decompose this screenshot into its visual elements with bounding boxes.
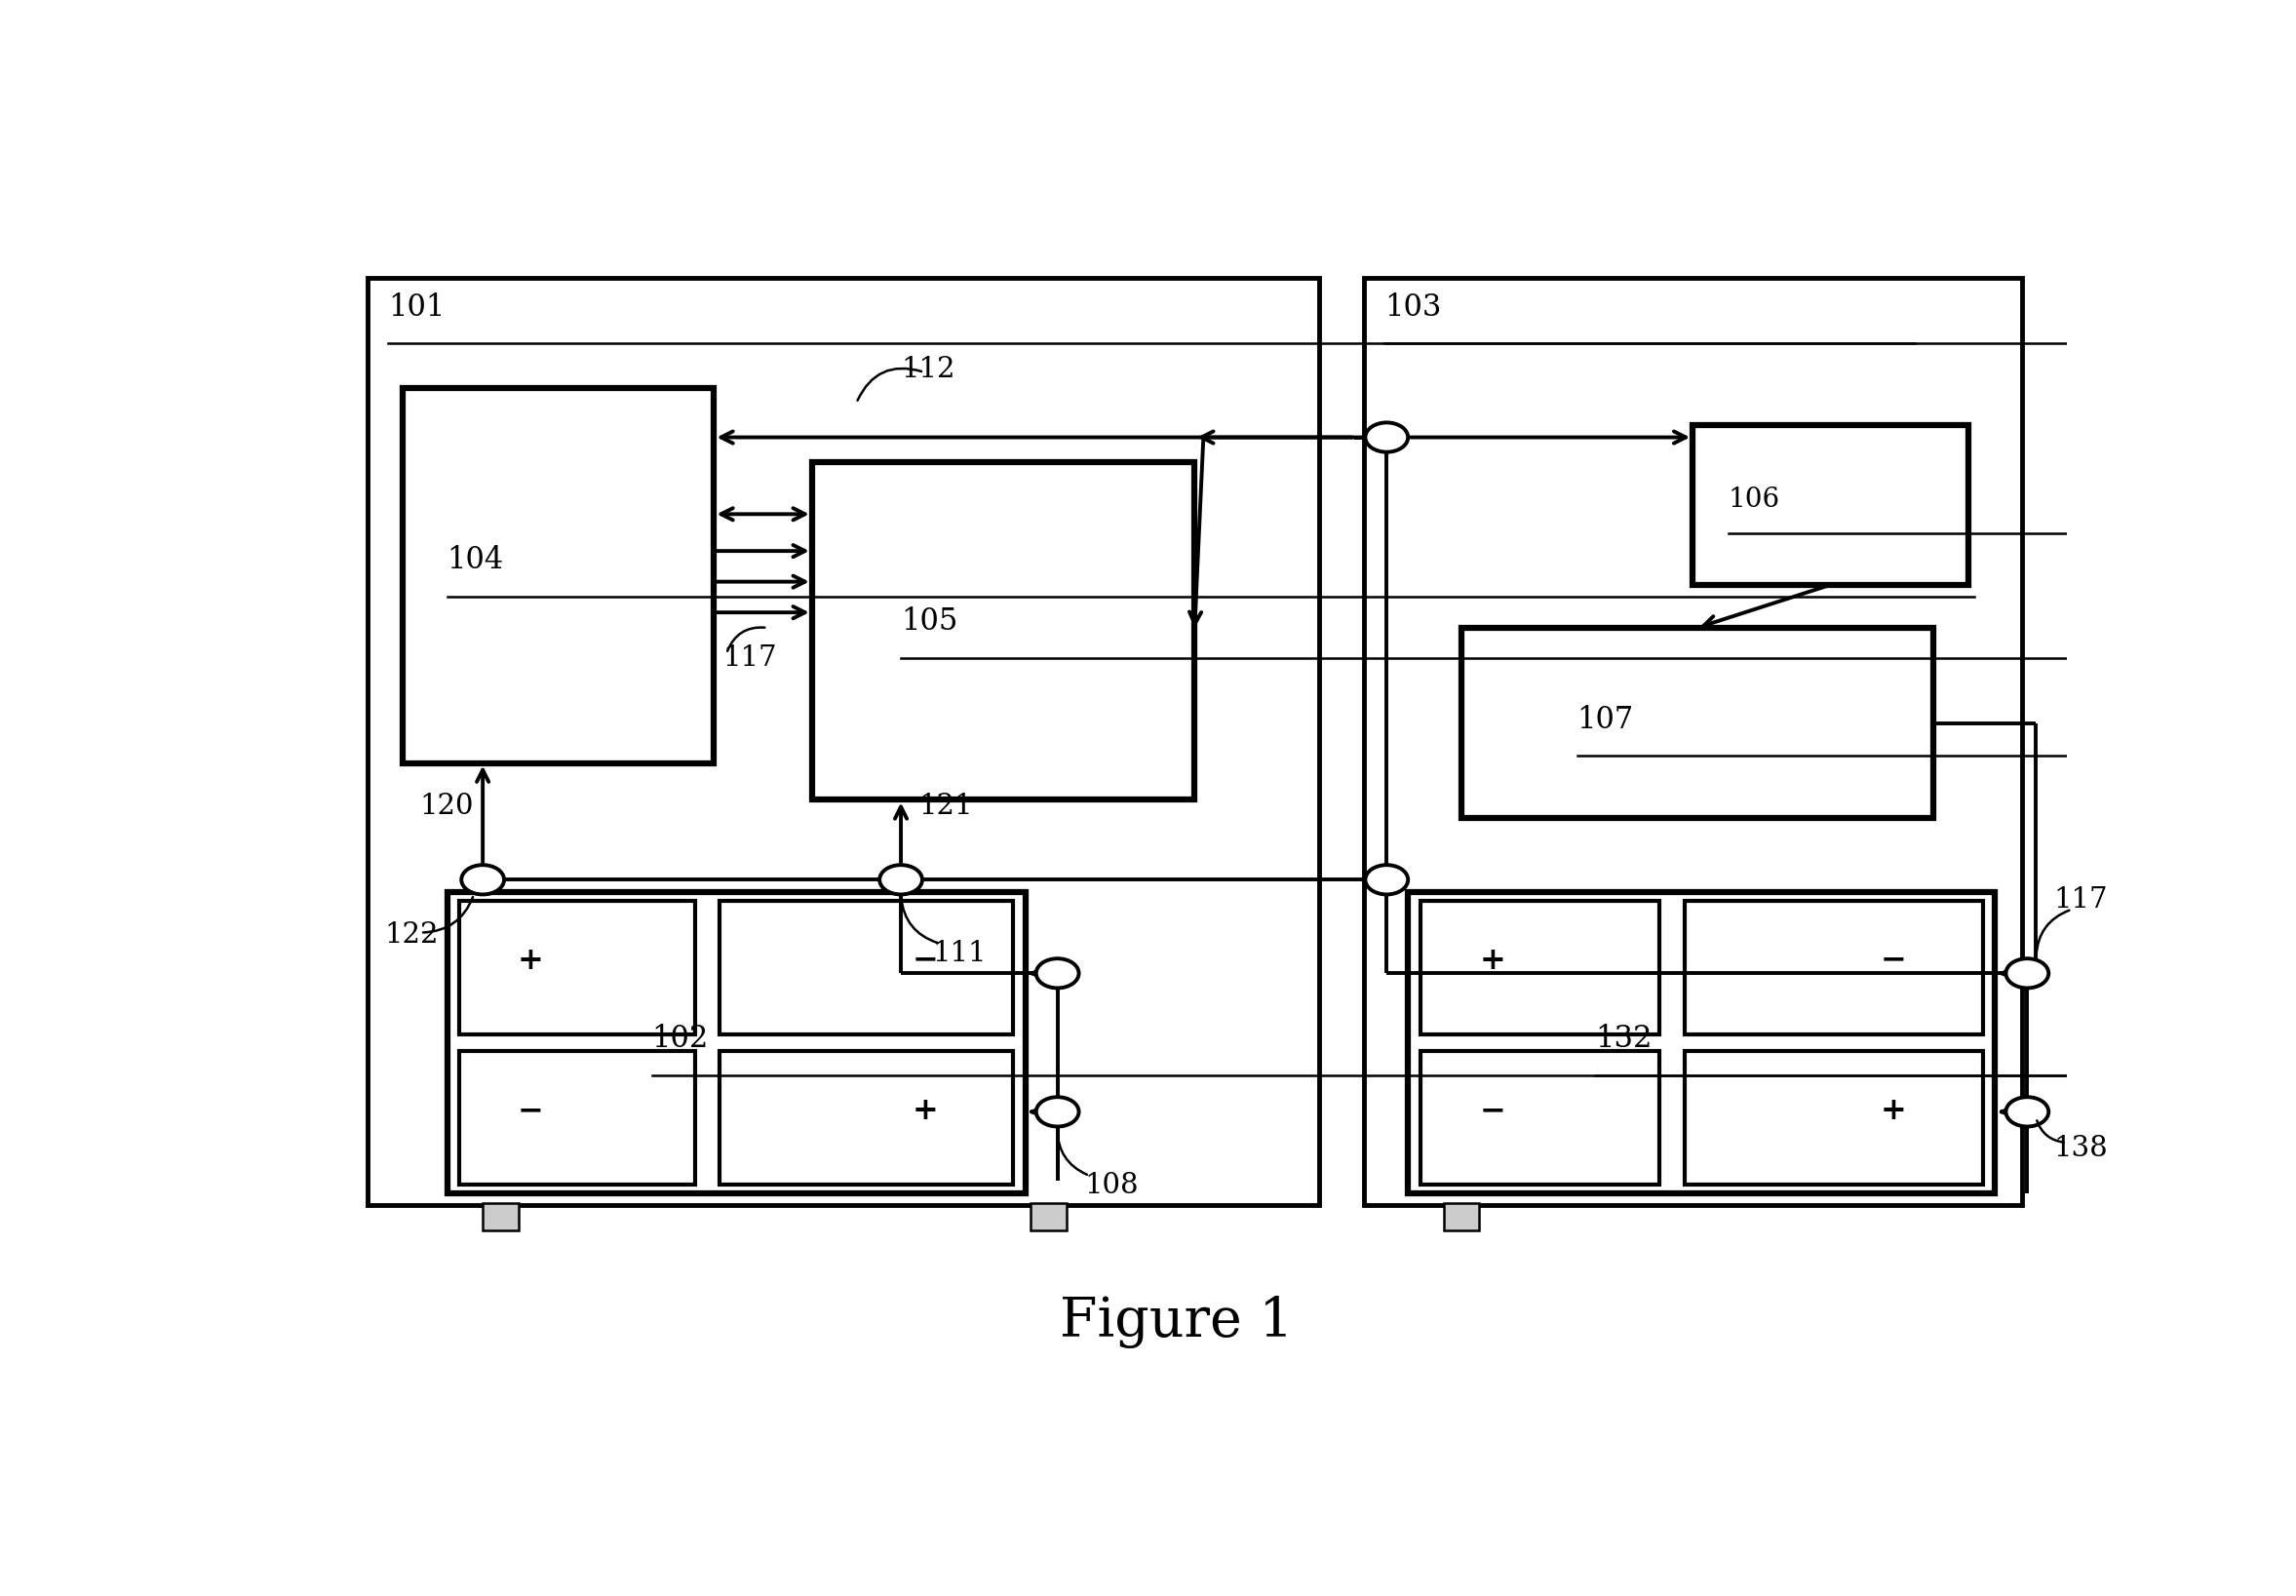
- Text: 122: 122: [386, 921, 439, 948]
- Text: 112: 112: [900, 356, 955, 383]
- Text: Figure 1: Figure 1: [1061, 1296, 1293, 1349]
- Text: 132: 132: [1596, 1025, 1651, 1055]
- Bar: [459, 1052, 696, 1184]
- Bar: [1364, 278, 2023, 1205]
- Text: 106: 106: [1729, 487, 1779, 512]
- Bar: [1407, 892, 1995, 1194]
- Bar: [448, 892, 1026, 1194]
- Circle shape: [1366, 423, 1407, 452]
- Circle shape: [461, 865, 505, 894]
- Text: −: −: [1880, 945, 1906, 975]
- Text: −: −: [517, 1096, 544, 1127]
- Text: 120: 120: [420, 792, 473, 820]
- Text: 104: 104: [448, 544, 503, 575]
- Text: 121: 121: [918, 792, 974, 820]
- Bar: [1463, 627, 1933, 819]
- Text: 117: 117: [723, 645, 776, 672]
- Circle shape: [1366, 865, 1407, 894]
- Text: 117: 117: [2055, 886, 2108, 913]
- Bar: [367, 278, 1320, 1205]
- Bar: [402, 388, 714, 763]
- Text: +: +: [912, 1096, 939, 1127]
- Bar: [1692, 425, 1968, 584]
- Bar: [813, 461, 1194, 800]
- Bar: [721, 900, 1013, 1034]
- Text: 102: 102: [652, 1025, 709, 1055]
- Bar: [1031, 1203, 1065, 1231]
- Circle shape: [2007, 959, 2048, 988]
- Text: +: +: [1479, 945, 1506, 975]
- Text: 111: 111: [932, 940, 987, 967]
- Text: 105: 105: [900, 606, 957, 637]
- Bar: [1685, 1052, 1984, 1184]
- Bar: [1685, 900, 1984, 1034]
- Text: 138: 138: [2055, 1135, 2108, 1162]
- Text: 103: 103: [1384, 292, 1442, 322]
- Text: −: −: [1479, 1096, 1506, 1127]
- Bar: [1421, 1052, 1660, 1184]
- Text: 108: 108: [1084, 1171, 1139, 1199]
- Text: 107: 107: [1577, 704, 1635, 734]
- Bar: [1444, 1203, 1479, 1231]
- Circle shape: [1035, 1096, 1079, 1127]
- Text: +: +: [1880, 1096, 1906, 1127]
- Text: +: +: [517, 945, 544, 975]
- Bar: [1421, 900, 1660, 1034]
- Circle shape: [1035, 959, 1079, 988]
- Circle shape: [2007, 1096, 2048, 1127]
- Text: 101: 101: [388, 292, 445, 322]
- Bar: [721, 1052, 1013, 1184]
- Bar: [459, 900, 696, 1034]
- Circle shape: [879, 865, 923, 894]
- Bar: [482, 1203, 519, 1231]
- Text: −: −: [912, 945, 939, 975]
